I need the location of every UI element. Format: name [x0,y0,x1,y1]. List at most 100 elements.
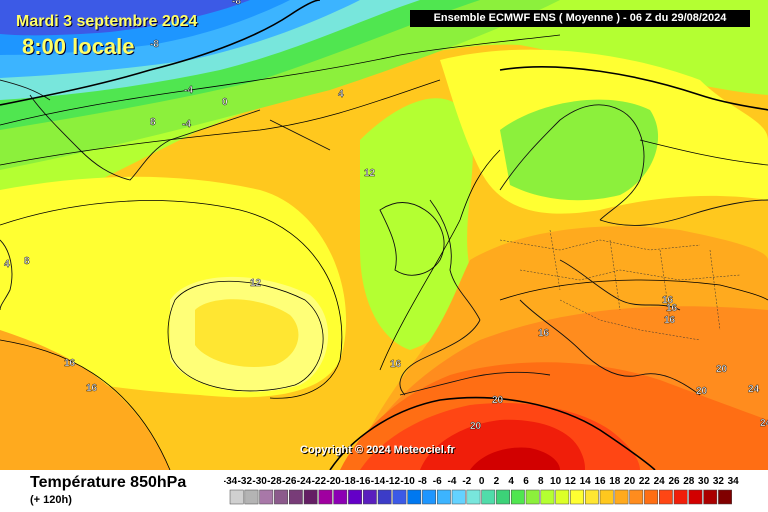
legend-tick-label: 22 [639,476,651,487]
legend-swatch [644,489,658,505]
contour-label: 12 [250,278,262,289]
legend-tick-label: 32 [713,476,725,487]
contour-label: 8 [24,256,30,267]
footer-bar: Température 850hPa (+ 120h) -34 -32 -30 -28… [0,470,768,512]
contour-label: -4 [182,119,191,130]
legend-tick-label: 18 [609,476,621,487]
legend-tick-label: 34 [728,476,740,487]
legend-swatch [658,489,673,505]
legend-swatch [584,489,599,505]
legend-swatch [481,489,496,505]
contour-label: -8 [232,0,241,7]
legend-swatch [451,489,466,505]
legend-tick-label: 0 [479,476,485,487]
legend-tick-label: 30 [698,476,710,487]
legend-tick-label: 24 [654,476,666,487]
contour-label: 16 [538,328,550,339]
legend-swatch [614,489,629,505]
legend-swatch [466,489,481,505]
legend-swatch [525,489,540,505]
legend-swatch [436,489,451,505]
isotherm-thick [0,0,768,470]
legend-tick-label: 10 [550,476,562,487]
legend-swatch [303,489,318,505]
legend-tick-label: 26 [668,476,680,487]
forecast-date: Mardi 3 septembre 2024 [16,13,198,30]
legend-tick-label: -34 [224,476,238,487]
contour-label: 16 [64,358,76,369]
legend-swatch [555,489,570,505]
legend-tick-label: -16 [356,476,371,487]
legend-tick-label: -26 [282,476,297,487]
legend-swatch [244,489,259,505]
band-yellow-core [195,299,299,368]
lead-time: (+ 120h) [30,494,72,506]
contour-label: 20 [470,421,482,432]
legend-tick-label: 28 [683,476,695,487]
legend-swatch [688,489,703,505]
band-deep-blue [0,0,250,36]
legend-swatch [407,489,422,505]
contour-label: 4 [4,259,10,270]
legend-tick-label: -18 [341,476,356,487]
legend-swatch [392,489,407,505]
band-scandinavia-green [500,99,659,201]
legend-swatch [422,489,436,505]
contour-label: 4 [338,89,344,100]
legend-swatch [540,489,555,505]
legend-swatch [718,489,732,505]
forecast-time: 8:00 locale [22,34,135,59]
legend-tick-label: 12 [565,476,577,487]
contour-label: 16 [664,315,676,326]
legend-swatch [629,489,644,505]
legend-swatch [362,489,377,505]
legend-tick-label: 16 [594,476,606,487]
legend-tick-label: -2 [462,476,471,487]
legend-swatch [703,489,718,505]
legend-swatch [570,489,584,505]
legend-tick-label: 14 [580,476,592,487]
legend-tick-label: -22 [312,476,327,487]
legend-swatch [673,489,688,505]
legend-tick-label: 6 [523,476,529,487]
band-green-channel [360,98,473,350]
contour-label: 20 [492,395,504,406]
legend-tick-label: -8 [418,476,427,487]
variable-title: Température 850hPa [30,474,187,491]
contour-label: -4 [184,85,193,96]
legend-swatch [496,489,510,505]
contour-label: 24 [748,384,760,395]
color-scale-legend: -34 -32 -30 -28 -26 -24 -22 -20 -18 -16 -14 -12 -10-… [224,476,740,505]
legend-swatch [274,489,288,505]
contour-label: 20 [716,364,728,375]
coastlines [0,79,768,396]
legend-swatch [229,489,244,505]
copyright-text: Copyright © 2024 Meteociel.fr [300,444,455,456]
contour-label: 16 [86,383,98,394]
legend-tick-label: -20 [326,476,341,487]
legend-tick-label: 20 [624,476,636,487]
contour-label: 16 [666,303,678,314]
contour-label: 16 [390,359,402,370]
legend-tick-label: -30 [252,476,267,487]
legend-tick-label: -4 [448,476,457,487]
contour-label: 24 [760,418,768,429]
legend-tick-label: 4 [508,476,514,487]
legend-tick-label: 8 [538,476,544,487]
legend-tick-label: -12 [386,476,401,487]
legend-swatch [377,489,392,505]
contour-label: 16 [662,295,674,306]
borders [499,229,741,341]
legend-swatch [599,489,614,505]
legend-swatch [333,489,348,505]
legend-tick-label: -14 [371,476,386,487]
legend-tick-label: -24 [297,476,312,487]
contour-label: 12 [364,168,376,179]
legend-swatch [259,489,274,505]
legend-tick-label: -10 [400,476,415,487]
contour-label: 0 [222,97,228,108]
model-run-banner: Ensemble ECMWF ENS ( Moyenne ) - 06 Z du… [410,10,750,27]
band-iberia-orange [0,330,170,470]
